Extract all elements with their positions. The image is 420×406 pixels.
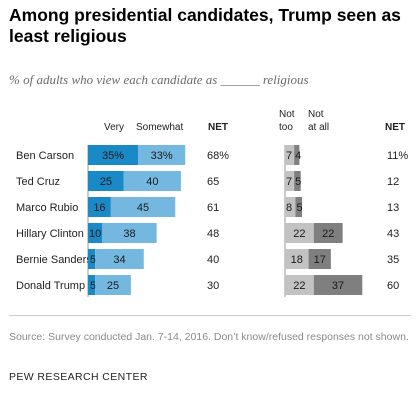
bar-not-too [285,249,309,269]
data-label-not-at-all: 22 [322,228,334,240]
bar-very [88,171,124,191]
bar-not-too [285,145,295,165]
net-value-left: 68% [207,150,229,162]
brand-logo-text: PEW RESEARCH CENTER [9,371,148,383]
data-label-somewhat: 38 [123,228,135,240]
net-value-right: 11% [387,150,408,162]
category-label: Marco Rubio [16,202,78,214]
left-panel-headers: Very Somewhat NET [104,122,228,133]
net-value-right: 43 [387,228,399,240]
data-label-not-at-all: 4 [295,150,301,162]
data-label-not-too: 8 [286,202,292,214]
category-label: Bernie Sanders [16,254,92,266]
data-label-not-too: 18 [291,254,303,266]
bar-somewhat [95,249,144,269]
chart-rows: Ben Carson 35% 33% 68% 7 4 11%Ted Cruz 25 40 65 7 5… [16,145,408,297]
data-label-not-at-all: 5 [296,202,302,214]
bar-very [88,145,139,165]
header-net-right: NET [385,122,405,133]
chart-title: Among presidential candidates, Trump see… [9,5,401,46]
net-value-left: 65 [207,176,219,188]
bar-not-at-all [295,197,303,217]
bar-not-too [285,223,314,243]
category-label: Donald Trump [16,280,85,292]
bar-not-at-all [313,223,343,243]
net-value-right: 12 [387,176,399,188]
header-not-too-line2: too [279,122,293,133]
bar-somewhat [123,171,181,191]
header-not-at-all-line2: at all [308,122,329,133]
data-label-not-at-all: 5 [295,176,301,188]
bar-very [88,197,111,217]
bar-not-at-all [308,249,331,269]
header-net-left: NET [208,122,228,133]
header-not-at-all-line1: Not [308,109,324,120]
data-label-very: 5 [90,280,96,292]
data-label-not-too: 7 [286,176,292,188]
net-value-left: 48 [207,228,219,240]
net-value-right: 13 [387,202,399,214]
net-value-right: 35 [387,254,399,266]
chart-subtitle: % of adults who view each candidate as _… [9,72,309,87]
source-note: Source: Survey conducted Jan. 7-14, 2016… [9,331,409,343]
bar-not-too [285,171,295,191]
bar-very [88,249,96,269]
bar-not-at-all [313,275,363,295]
bar-very [88,223,103,243]
net-value-left: 40 [207,254,219,266]
data-label-not-too: 22 [293,228,305,240]
header-very: Very [104,122,124,133]
category-label: Ben Carson [16,150,74,162]
bar-very [88,275,96,295]
data-label-not-at-all: 37 [332,280,344,292]
footer-divider [9,315,411,316]
data-label-somewhat: 25 [107,280,119,292]
bar-not-at-all [294,145,300,165]
bar-somewhat [138,145,186,165]
net-value-left: 30 [207,280,219,292]
bar-not-too [285,197,296,217]
header-somewhat: Somewhat [136,122,183,133]
data-label-somewhat: 33% [151,150,173,162]
data-label-very: 5 [90,254,96,266]
data-label-not-too: 22 [293,280,305,292]
data-label-somewhat: 45 [137,202,149,214]
data-label-not-at-all: 17 [314,254,326,266]
data-label-not-too: 7 [286,150,292,162]
category-label: Hillary Clinton [16,228,84,240]
bar-somewhat [102,223,157,243]
data-label-somewhat: 34 [113,254,125,266]
net-value-right: 60 [387,280,399,292]
data-label-very: 16 [93,202,105,214]
data-label-very: 25 [100,176,112,188]
data-label-somewhat: 40 [146,176,158,188]
bar-not-too [285,275,314,295]
header-not-too-line1: Not [279,109,295,120]
stacked-bar-chart: Very Somewhat NET Not too Not at all NET… [16,109,408,297]
bar-not-at-all [294,171,301,191]
data-label-very: 10 [89,228,101,240]
bar-somewhat [110,197,176,217]
data-label-very: 35% [102,150,124,162]
bar-somewhat [95,275,131,295]
right-panel-headers: Not too Not at all NET [279,109,405,133]
net-value-left: 61 [207,202,219,214]
category-label: Ted Cruz [16,176,60,188]
